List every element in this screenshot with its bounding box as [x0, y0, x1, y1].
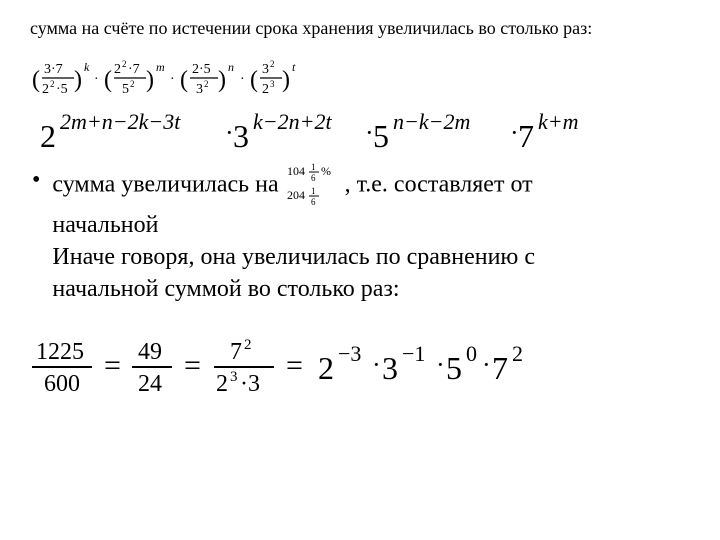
svg-text:0: 0: [466, 341, 477, 366]
svg-text:2: 2: [512, 341, 523, 366]
bullet-line3: Иначе говоря, она увеличилась по сравнен…: [52, 244, 535, 270]
svg-text:1: 1: [311, 186, 316, 196]
svg-text:(: (: [104, 67, 112, 93]
formula-prime-powers: 2 2m+n−2k−3t · 3 k−2n+2t · 5 n−k−2m · 7 …: [30, 111, 690, 153]
svg-text:3: 3: [262, 62, 269, 77]
svg-text:7: 7: [492, 350, 508, 386]
inline-mixed-fractions: 104 1 6 % 204 1 6: [287, 161, 337, 207]
slide-page: сумма на счёте по истечении срока хранен…: [0, 0, 720, 540]
svg-text:(: (: [32, 67, 40, 93]
svg-text:2: 2: [40, 118, 56, 153]
svg-text:): ): [74, 67, 82, 93]
svg-text:=: =: [286, 349, 303, 382]
svg-text:·: ·: [240, 72, 245, 87]
svg-text:6: 6: [311, 173, 316, 183]
svg-text:3: 3: [382, 350, 398, 386]
svg-text:600: 600: [44, 371, 80, 397]
svg-text:49: 49: [138, 339, 162, 365]
bullet-line2: начальной: [52, 212, 158, 238]
svg-text:1: 1: [311, 162, 316, 172]
svg-text:·: ·: [372, 350, 381, 379]
intro-sentence: сумма на счёте по истечении срока хранен…: [30, 18, 690, 39]
bullet-line1-post: , т.е. составляет от: [345, 172, 533, 198]
bullet-line1-pre: сумма увеличилась на: [52, 172, 278, 198]
svg-text:2·5: 2·5: [192, 62, 211, 77]
svg-text:3: 3: [270, 79, 275, 89]
svg-text:(: (: [180, 67, 188, 93]
bullet-line4: начальной суммой во столько раз:: [52, 276, 399, 302]
svg-text:2: 2: [270, 59, 275, 69]
svg-text:·: ·: [436, 350, 445, 379]
svg-text:104: 104: [287, 164, 305, 178]
svg-text:·5: ·5: [56, 82, 68, 97]
svg-text:2: 2: [204, 79, 209, 89]
bullet-paragraph: • сумма увеличилась на 104 1 6 % 204 1 6: [30, 163, 690, 305]
bullet-text-block: сумма увеличилась на 104 1 6 % 204 1 6 ,…: [52, 163, 535, 305]
svg-text:2: 2: [244, 337, 252, 353]
svg-text:2: 2: [318, 350, 334, 386]
svg-text:·: ·: [94, 72, 99, 87]
svg-text:5: 5: [373, 118, 389, 153]
svg-text:t: t: [292, 60, 296, 74]
svg-text:3: 3: [196, 82, 203, 97]
svg-text:−1: −1: [402, 341, 425, 366]
f1-t1-num: 3·7: [44, 62, 63, 77]
svg-text:5: 5: [446, 350, 462, 386]
svg-text:2: 2: [262, 82, 269, 97]
svg-text:2: 2: [130, 79, 135, 89]
svg-text:·7: ·7: [128, 62, 140, 77]
svg-text:=: =: [104, 349, 121, 382]
svg-text:·3: ·3: [240, 371, 260, 397]
svg-text:): ): [218, 67, 226, 93]
svg-text:·: ·: [170, 72, 175, 87]
svg-text:204: 204: [287, 188, 305, 202]
svg-text:2: 2: [114, 62, 121, 77]
svg-text:7: 7: [230, 339, 242, 365]
svg-text:n: n: [228, 60, 234, 74]
svg-text:3: 3: [233, 118, 249, 153]
svg-text:2: 2: [216, 371, 228, 397]
svg-text:): ): [146, 67, 154, 93]
svg-text:): ): [282, 67, 290, 93]
svg-text:%: %: [321, 164, 331, 178]
svg-text:·: ·: [482, 350, 491, 379]
svg-text:2: 2: [42, 82, 49, 97]
svg-text:2: 2: [50, 79, 55, 89]
svg-text:24: 24: [138, 371, 162, 397]
svg-text:2m+n−2k−3t: 2m+n−2k−3t: [60, 111, 181, 134]
svg-text:n−k−2m: n−k−2m: [393, 111, 470, 134]
svg-text:m: m: [156, 60, 165, 74]
svg-text:k−2n+2t: k−2n+2t: [253, 111, 332, 134]
svg-text:k+m: k+m: [538, 111, 579, 134]
svg-text:3: 3: [230, 369, 238, 385]
bullet-marker: •: [32, 163, 40, 195]
svg-text:(: (: [250, 67, 258, 93]
svg-text:5: 5: [122, 82, 129, 97]
svg-text:=: =: [184, 349, 201, 382]
svg-text:7: 7: [518, 118, 534, 153]
svg-text:2: 2: [122, 59, 127, 69]
svg-text:k: k: [84, 60, 90, 74]
formula-ratio-chain: 1225 600 = 49 24 = 7 2 2 3 ·3 = 2 −3 ·: [30, 335, 690, 399]
svg-text:−3: −3: [338, 341, 361, 366]
svg-text:6: 6: [311, 197, 316, 207]
formula-product-brackets: ( 3·7 2 2 ·5 ) k · ( 2 2 ·7 5 2 ) m: [30, 57, 690, 101]
svg-text:1225: 1225: [36, 339, 84, 365]
